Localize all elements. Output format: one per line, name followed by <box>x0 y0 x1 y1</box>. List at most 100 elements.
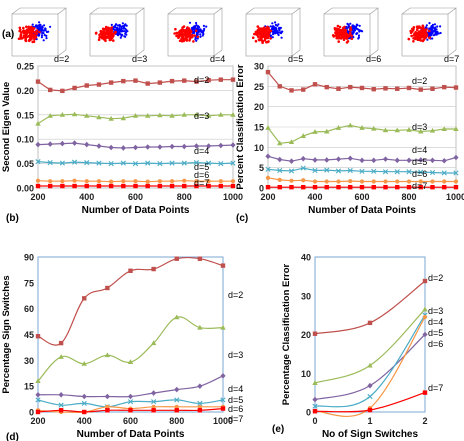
series-d5: d=5 <box>35 395 243 410</box>
x-tick-label: 200 <box>30 416 45 426</box>
data-point <box>277 84 282 89</box>
data-point <box>121 183 126 189</box>
data-point <box>47 183 53 189</box>
data-point <box>174 256 179 261</box>
series-label: d=4 <box>412 145 427 155</box>
data-point <box>367 393 373 400</box>
data-point <box>145 183 150 189</box>
series-label: d=4 <box>194 146 209 156</box>
data-point <box>193 143 200 149</box>
x-tick-label: 0 <box>312 416 317 426</box>
data-point <box>47 141 53 147</box>
data-point <box>406 85 412 91</box>
series-label: d=7 <box>412 181 427 191</box>
series-d7: d=7 <box>35 178 236 189</box>
data-point <box>359 179 365 184</box>
data-point <box>265 69 271 75</box>
data-point <box>193 112 200 117</box>
data-point <box>206 77 211 83</box>
data-point <box>169 143 175 150</box>
data-point <box>359 168 365 174</box>
data-point <box>371 184 376 190</box>
data-point <box>84 183 89 189</box>
series-label: d=5 <box>412 157 427 167</box>
x-tick-label: 200 <box>260 192 275 202</box>
data-point <box>277 184 282 190</box>
data-point <box>418 128 424 134</box>
data-point <box>453 179 459 184</box>
data-point <box>218 112 224 117</box>
data-point <box>265 125 271 130</box>
data-point <box>108 80 114 85</box>
data-point <box>371 125 377 131</box>
data-point <box>289 88 294 93</box>
y-tick-label: 15 <box>24 382 34 392</box>
data-point <box>218 77 224 82</box>
data-point <box>395 86 400 91</box>
data-point <box>442 184 447 190</box>
data-point <box>169 183 175 189</box>
cube-4: d=4 <box>167 7 225 64</box>
data-point <box>120 115 127 121</box>
data-point <box>453 85 459 90</box>
series-d6: d=6 <box>265 169 459 184</box>
data-point <box>120 160 126 166</box>
y-tick-label: 40 <box>301 253 311 263</box>
y-tick-label: 0.25 <box>16 62 34 72</box>
data-point <box>453 184 459 190</box>
series-d4: d=4 <box>265 145 459 164</box>
x-tick-label: 800 <box>177 192 192 202</box>
x-tick-label: 600 <box>128 192 143 202</box>
y-tick-label: 60 <box>24 304 34 314</box>
data-point <box>453 154 459 161</box>
data-point <box>324 179 329 184</box>
data-point <box>230 183 236 189</box>
y-tick-label: 0.00 <box>16 184 34 194</box>
data-point <box>105 285 110 291</box>
data-point <box>194 183 199 189</box>
data-point <box>230 112 236 117</box>
data-point <box>359 184 365 190</box>
data-point <box>47 160 53 166</box>
cube-label-4: d=4 <box>210 54 225 64</box>
series-d2: d=2 <box>312 273 443 336</box>
data-point <box>367 382 373 389</box>
x-tick-label: 1000 <box>446 192 464 202</box>
series-label: d=2 <box>194 75 209 85</box>
data-point <box>182 183 187 189</box>
cube-3: d=3 <box>89 7 147 64</box>
cube-label-2: d=2 <box>54 54 69 64</box>
y-tick-label: 25 <box>254 82 264 92</box>
data-point <box>324 157 330 163</box>
data-point <box>441 170 447 176</box>
data-point <box>277 156 283 163</box>
data-point <box>312 167 318 174</box>
data-point <box>422 306 428 312</box>
data-point <box>382 169 389 175</box>
data-point <box>220 406 226 411</box>
y-tick-label: 10 <box>254 143 264 153</box>
data-point <box>35 120 41 126</box>
data-point <box>133 78 138 83</box>
series-label: d=5 <box>428 328 443 338</box>
data-point <box>347 122 353 128</box>
data-point <box>60 88 65 94</box>
data-point <box>121 78 126 84</box>
data-point <box>312 184 318 190</box>
data-point <box>157 183 163 189</box>
data-point <box>394 127 400 133</box>
data-point <box>371 86 376 92</box>
data-point <box>72 178 77 183</box>
data-point <box>96 160 102 166</box>
data-point <box>72 85 77 91</box>
series-label: d=2 <box>228 290 243 300</box>
panel-label-d: (d) <box>6 432 19 441</box>
data-point <box>105 404 110 409</box>
data-point <box>312 129 318 134</box>
data-point <box>84 83 89 88</box>
data-point <box>127 359 134 365</box>
data-point <box>312 82 318 87</box>
data-point <box>218 183 224 189</box>
series-line <box>314 280 426 335</box>
